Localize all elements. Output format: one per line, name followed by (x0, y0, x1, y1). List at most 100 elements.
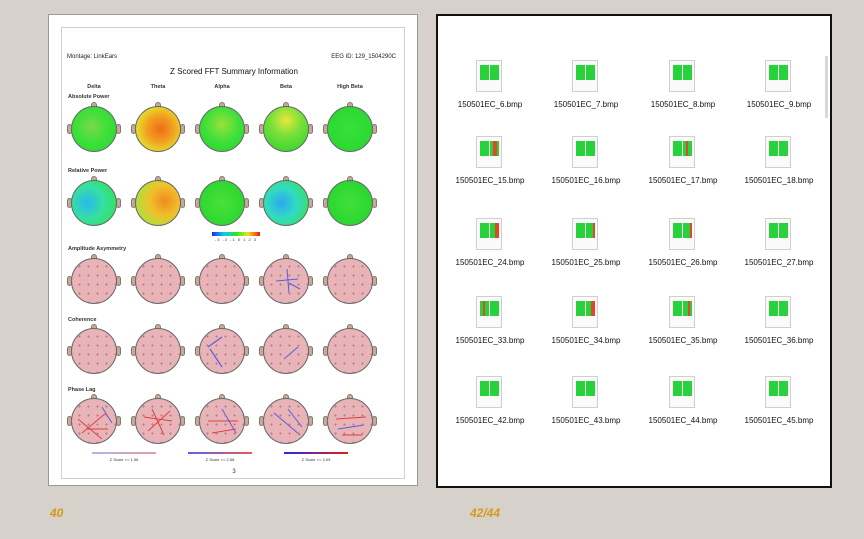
file-item[interactable]: 150501EC_33.bmp (444, 292, 536, 362)
bmp-thumbnail-icon (476, 376, 502, 408)
file-item[interactable]: 150501EC_44.bmp (637, 372, 729, 442)
z-score-color-bar (212, 232, 260, 236)
headmap-asymmetry-theta (135, 258, 181, 304)
bmp-thumbnail-icon (572, 296, 598, 328)
z-score-legend-label-2: Z Score >= 2.58 (205, 457, 235, 462)
bmp-thumbnail-icon (476, 60, 502, 92)
bmp-thumbnail-icon (669, 296, 695, 328)
file-name-label: 150501EC_15.bmp (455, 176, 525, 185)
topomap-relative-alpha (199, 180, 245, 226)
row-label-absolute-power: Absolute Power (68, 94, 110, 100)
headmap-phase-lag-delta (71, 398, 117, 444)
column-header-theta: Theta (150, 84, 166, 90)
file-item[interactable]: 150501EC_34.bmp (540, 292, 632, 362)
file-name-label: 150501EC_36.bmp (744, 336, 814, 345)
eeg-id-label: EEG ID: 129_1504290C (331, 54, 396, 60)
file-item[interactable]: 150501EC_45.bmp (733, 372, 825, 442)
color-bar-ticks: -3 -2 -1 0 1 2 3 (214, 237, 258, 242)
z-score-legend-label-1: Z Score >= 1.96 (109, 457, 139, 462)
bmp-thumbnail-icon (669, 218, 695, 250)
file-item[interactable]: 150501EC_42.bmp (444, 372, 536, 442)
headmap-coherence-alpha (199, 328, 245, 374)
z-score-legend-bar-3 (284, 452, 348, 454)
file-name-label: 150501EC_43.bmp (551, 416, 621, 425)
topomap-absolute-theta (135, 106, 181, 152)
headmap-asymmetry-alpha (199, 258, 245, 304)
file-name-label: 150501EC_25.bmp (551, 258, 621, 267)
column-header-alpha: Alpha (214, 84, 230, 90)
row-label-amplitude-asymmetry: Amplitude Asymmetry (68, 246, 127, 252)
eeg-summary-document: Montage: LinkEars EEG ID: 129_1504290C Z… (48, 14, 418, 486)
bmp-thumbnail-icon (572, 376, 598, 408)
file-item[interactable]: 150501EC_27.bmp (733, 214, 825, 284)
file-name-label: 150501EC_9.bmp (746, 100, 812, 109)
file-item[interactable]: 150501EC_8.bmp (637, 56, 729, 126)
topomap-absolute-high-beta (327, 106, 373, 152)
bmp-thumbnail-icon (669, 60, 695, 92)
z-score-legend-bar-1 (92, 452, 156, 454)
coherence-connection-lines (283, 346, 299, 360)
file-name-label: 150501EC_17.bmp (648, 176, 718, 185)
file-item[interactable]: 150501EC_25.bmp (540, 214, 632, 284)
headmap-phase-lag-beta (263, 398, 309, 444)
row-label-phase-lag: Phase Lag (68, 387, 96, 393)
file-item[interactable]: 150501EC_9.bmp (733, 56, 825, 126)
file-item[interactable]: 150501EC_17.bmp (637, 132, 729, 202)
topomap-relative-theta (135, 180, 181, 226)
headmap-phase-lag-theta (135, 398, 181, 444)
file-name-label: 150501EC_33.bmp (455, 336, 525, 345)
file-item[interactable]: 150501EC_18.bmp (733, 132, 825, 202)
caption-right: 42/44 (470, 506, 501, 520)
file-item[interactable]: 150501EC_16.bmp (540, 132, 632, 202)
phase-lag-connection-lines (143, 408, 173, 436)
file-name-label: 150501EC_6.bmp (457, 100, 523, 109)
headmap-asymmetry-delta (71, 258, 117, 304)
bmp-thumbnail-icon (765, 376, 791, 408)
topomap-absolute-beta (263, 106, 309, 152)
file-name-label: 150501EC_44.bmp (648, 416, 718, 425)
file-name-label: 150501EC_34.bmp (551, 336, 621, 345)
bmp-thumbnail-icon (476, 296, 502, 328)
phase-lag-connection-lines (77, 406, 113, 440)
phase-lag-connection-lines (273, 408, 303, 436)
bmp-thumbnail-icon (669, 376, 695, 408)
file-item[interactable]: 150501EC_24.bmp (444, 214, 536, 284)
scrollbar[interactable] (825, 56, 828, 118)
file-item[interactable]: 150501EC_15.bmp (444, 132, 536, 202)
topomap-relative-high-beta (327, 180, 373, 226)
file-item[interactable]: 150501EC_43.bmp (540, 372, 632, 442)
bmp-thumbnail-icon (765, 296, 791, 328)
file-name-label: 150501EC_24.bmp (455, 258, 525, 267)
bmp-thumbnail-icon (765, 218, 791, 250)
file-item[interactable]: 150501EC_26.bmp (637, 214, 729, 284)
file-item[interactable]: 150501EC_35.bmp (637, 292, 729, 362)
document-title: Z Scored FFT Summary Information (170, 67, 298, 76)
caption-left: 40 (50, 506, 64, 520)
column-header-high-beta: High Beta (337, 84, 363, 90)
file-item[interactable]: 150501EC_6.bmp (444, 56, 536, 126)
column-header-beta: Beta (280, 84, 292, 90)
file-item[interactable]: 150501EC_36.bmp (733, 292, 825, 362)
topomap-absolute-delta (71, 106, 117, 152)
z-score-legend-bar-2 (188, 452, 252, 454)
bmp-thumbnail-icon (572, 60, 598, 92)
phase-lag-connection-lines (335, 416, 367, 436)
headmap-phase-lag-alpha (199, 398, 245, 444)
file-name-label: 150501EC_7.bmp (553, 100, 619, 109)
headmap-coherence-beta (263, 328, 309, 374)
topomap-relative-beta (263, 180, 309, 226)
file-item[interactable]: 150501EC_7.bmp (540, 56, 632, 126)
headmap-coherence-theta (135, 328, 181, 374)
file-name-label: 150501EC_16.bmp (551, 176, 621, 185)
file-name-label: 150501EC_45.bmp (744, 416, 814, 425)
file-name-label: 150501EC_35.bmp (648, 336, 718, 345)
file-name-label: 150501EC_26.bmp (648, 258, 718, 267)
file-browser-window: 150501EC_6.bmp 150501EC_7.bmp 150501EC_8.b… (436, 14, 832, 488)
topomap-absolute-alpha (199, 106, 245, 152)
headmap-coherence-high-beta (327, 328, 373, 374)
phase-lag-connection-lines (208, 408, 238, 434)
row-label-relative-power: Relative Power (68, 168, 108, 174)
asymmetry-connection-lines (275, 268, 301, 294)
document-page: Montage: LinkEars EEG ID: 129_1504290C Z… (61, 27, 405, 479)
bmp-thumbnail-icon (572, 218, 598, 250)
